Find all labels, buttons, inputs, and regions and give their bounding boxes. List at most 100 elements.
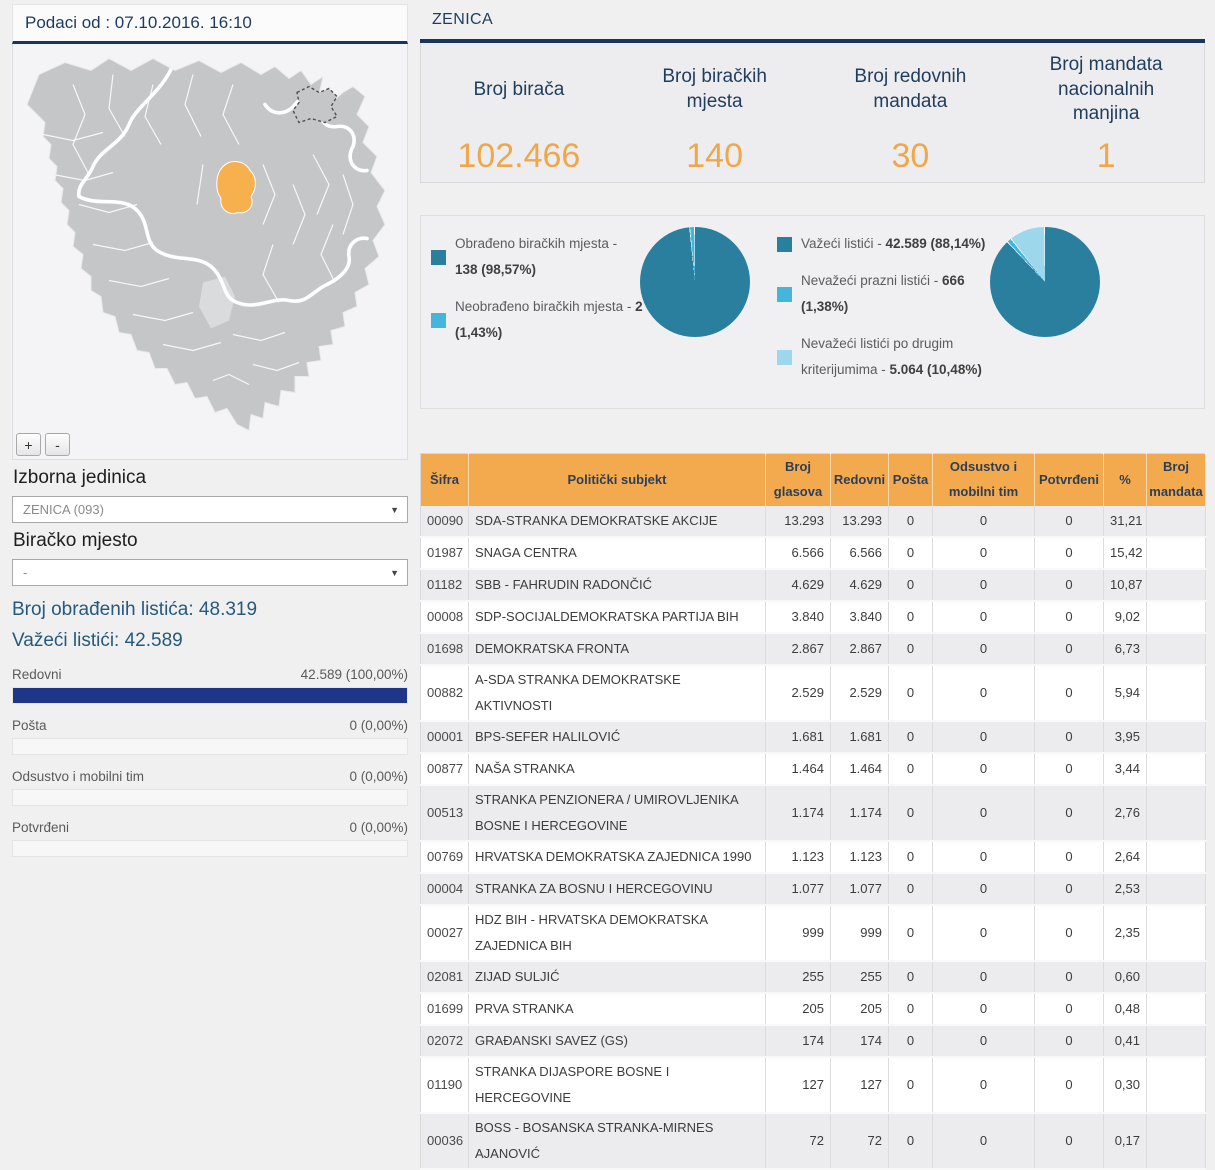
data-timestamp: Podaci od : 07.10.2016. 16:10 (25, 13, 252, 32)
cell-broj-mandata (1146, 993, 1206, 1026)
cell-broj-glasova: 2.529 (765, 665, 831, 722)
progress-label: Potvrđeni (12, 820, 70, 835)
legend-swatch (777, 236, 792, 252)
table-row: 00036 BOSS - BOSANSKA STRANKA-MIRNES AJAN… (420, 1113, 1206, 1170)
cell-sifra: 00036 (420, 1113, 469, 1170)
legend-swatch (431, 249, 446, 265)
stat-label: Broj redovnih mandata (854, 66, 967, 112)
cell-redovni: 1.681 (830, 721, 889, 754)
summary-stats-panel: Broj birača 102.466 Broj biračkih mjesta… (420, 43, 1205, 183)
cell-potvrdjeni: 0 (1034, 753, 1104, 786)
cell-broj-mandata (1146, 785, 1206, 842)
cell-broj-mandata (1146, 665, 1206, 722)
cell-posta: 0 (888, 1113, 933, 1170)
progress-track (12, 738, 408, 755)
cell-broj-mandata (1146, 569, 1206, 602)
cell-sifra: 02072 (420, 1025, 469, 1058)
cell-broj-mandata (1146, 961, 1206, 994)
cell-potvrdjeni: 0 (1034, 569, 1104, 602)
brcko-district (292, 85, 338, 124)
cell-redovni: 999 (830, 905, 889, 962)
cell-posta: 0 (888, 721, 933, 754)
column-header-broj-glasova: Broj glasova (765, 453, 831, 506)
cell-posta: 0 (888, 961, 933, 994)
cell-percent: 31,21 (1103, 506, 1147, 538)
cell-posta: 0 (888, 506, 933, 538)
cell-broj-mandata (1146, 721, 1206, 754)
progress-track (12, 840, 408, 857)
cell-sifra: 01182 (420, 569, 469, 602)
cell-percent: 2,76 (1103, 785, 1147, 842)
cell-percent: 0,30 (1103, 1057, 1147, 1114)
cell-broj-glasova: 13.293 (765, 506, 831, 538)
title-rule (420, 39, 1205, 43)
cell-odsustvo-mobilni-tim: 0 (932, 841, 1035, 874)
column-header-percent: % (1103, 453, 1147, 506)
bosnia-map[interactable] (13, 44, 407, 459)
table-row: 00877 NAŠA STRANKA 1.464 1.464 0 0 0 3,44 (420, 753, 1206, 786)
table-row: 00001 BPS-SEFER HALILOVIĆ 1.681 1.681 0 0 0 3,9… (420, 721, 1206, 754)
legend-swatch (431, 312, 446, 328)
table-row: 01699 PRVA STRANKA 205 205 0 0 0 0,48 (420, 993, 1206, 1026)
legend-label: Važeći listići - 42.589 (88,14%) (801, 236, 986, 251)
stat-cell: Broj redovnih mandata 30 (813, 43, 1009, 182)
stat-cell: Broj biračkih mjesta 140 (617, 43, 813, 182)
izborna-jedinica-select[interactable]: ZENICA (093) ▼ (12, 496, 408, 523)
cell-percent: 10,87 (1103, 569, 1147, 602)
cell-odsustvo-mobilni-tim: 0 (932, 633, 1035, 666)
cell-odsustvo-mobilni-tim: 0 (932, 506, 1035, 538)
table-row: 01182 SBB - FAHRUDIN RADONČIĆ 4.629 4.629 0 0… (420, 569, 1206, 602)
cell-politicki-subjekt: STRANKA PENZIONERA / UMIROVLJENIKA BOSNE… (468, 785, 766, 842)
cell-redovni: 1.174 (830, 785, 889, 842)
table-row: 00882 A-SDA STRANKA DEMOKRATSKE AKTIVNOST… (420, 665, 1206, 722)
zoom-out-button[interactable]: - (45, 433, 70, 456)
table-row: 00027 HDZ BIH - HRVATSKA DEMOKRATSKA ZAJE… (420, 905, 1206, 962)
stat-label: Broj mandata nacionalnih manjina (1049, 53, 1163, 125)
cell-potvrdjeni: 0 (1034, 1057, 1104, 1114)
cell-politicki-subjekt: PRVA STRANKA (468, 993, 766, 1026)
cell-odsustvo-mobilni-tim: 0 (932, 1025, 1035, 1058)
stat-value: 102.466 (457, 137, 581, 175)
cell-broj-glasova: 72 (765, 1113, 831, 1170)
highlighted-region-zenica[interactable] (216, 161, 256, 214)
stat-cell: Broj mandata nacionalnih manjina 1 (1008, 43, 1204, 182)
stat-label: Broj biračkih mjesta (662, 66, 767, 112)
cell-politicki-subjekt: NAŠA STRANKA (468, 753, 766, 786)
cell-broj-glasova: 3.840 (765, 601, 831, 634)
cell-percent: 5,94 (1103, 665, 1147, 722)
cell-broj-mandata (1146, 841, 1206, 874)
cell-potvrdjeni: 0 (1034, 601, 1104, 634)
column-header-potvrdjeni: Potvrđeni (1034, 453, 1104, 506)
map-panel[interactable]: + - (12, 44, 408, 460)
table-row: 00004 STRANKA ZA BOSNU I HERCEGOVINU 1.077… (420, 873, 1206, 906)
table-row: 01698 DEMOKRATSKA FRONTA 2.867 2.867 0 0 0 6,73 (420, 633, 1206, 666)
cell-broj-glasova: 4.629 (765, 569, 831, 602)
table-row: 01190 STRANKA DIJASPORE BOSNE I HERCEGOVI… (420, 1057, 1206, 1114)
ballot-type-bars: Redovni 42.589 (100,00%) Pošta 0 (0,00%)… (12, 667, 408, 857)
cell-odsustvo-mobilni-tim: 0 (932, 601, 1035, 634)
zoom-in-button[interactable]: + (16, 433, 41, 456)
cell-odsustvo-mobilni-tim: 0 (932, 1057, 1035, 1114)
cell-sifra: 00513 (420, 785, 469, 842)
cell-broj-mandata (1146, 633, 1206, 666)
biracko-mjesto-select[interactable]: - ▼ (12, 559, 408, 586)
cell-broj-mandata (1146, 873, 1206, 906)
cell-percent: 3,95 (1103, 721, 1147, 754)
ballots-pie-chart (990, 227, 1100, 337)
cell-sifra: 01987 (420, 537, 469, 570)
cell-broj-glasova: 6.566 (765, 537, 831, 570)
legend-label: Nevažeći prazni listići - 666 (1,38%) (801, 273, 965, 314)
table-row: 00769 HRVATSKA DEMOKRATSKA ZAJEDNICA 1990… (420, 841, 1206, 874)
cell-redovni: 2.529 (830, 665, 889, 722)
cell-percent: 9,02 (1103, 601, 1147, 634)
cell-posta: 0 (888, 841, 933, 874)
cell-broj-glasova: 1.123 (765, 841, 831, 874)
cell-redovni: 1.123 (830, 841, 889, 874)
legend-item: Nevažeći prazni listići - 666 (1,38%) (777, 268, 999, 320)
cell-broj-mandata (1146, 537, 1206, 570)
progress-track (12, 687, 408, 704)
cell-potvrdjeni: 0 (1034, 665, 1104, 722)
progress-value: 0 (0,00%) (349, 769, 408, 784)
cell-redovni: 4.629 (830, 569, 889, 602)
biracko-mjesto-value: - (23, 565, 28, 580)
